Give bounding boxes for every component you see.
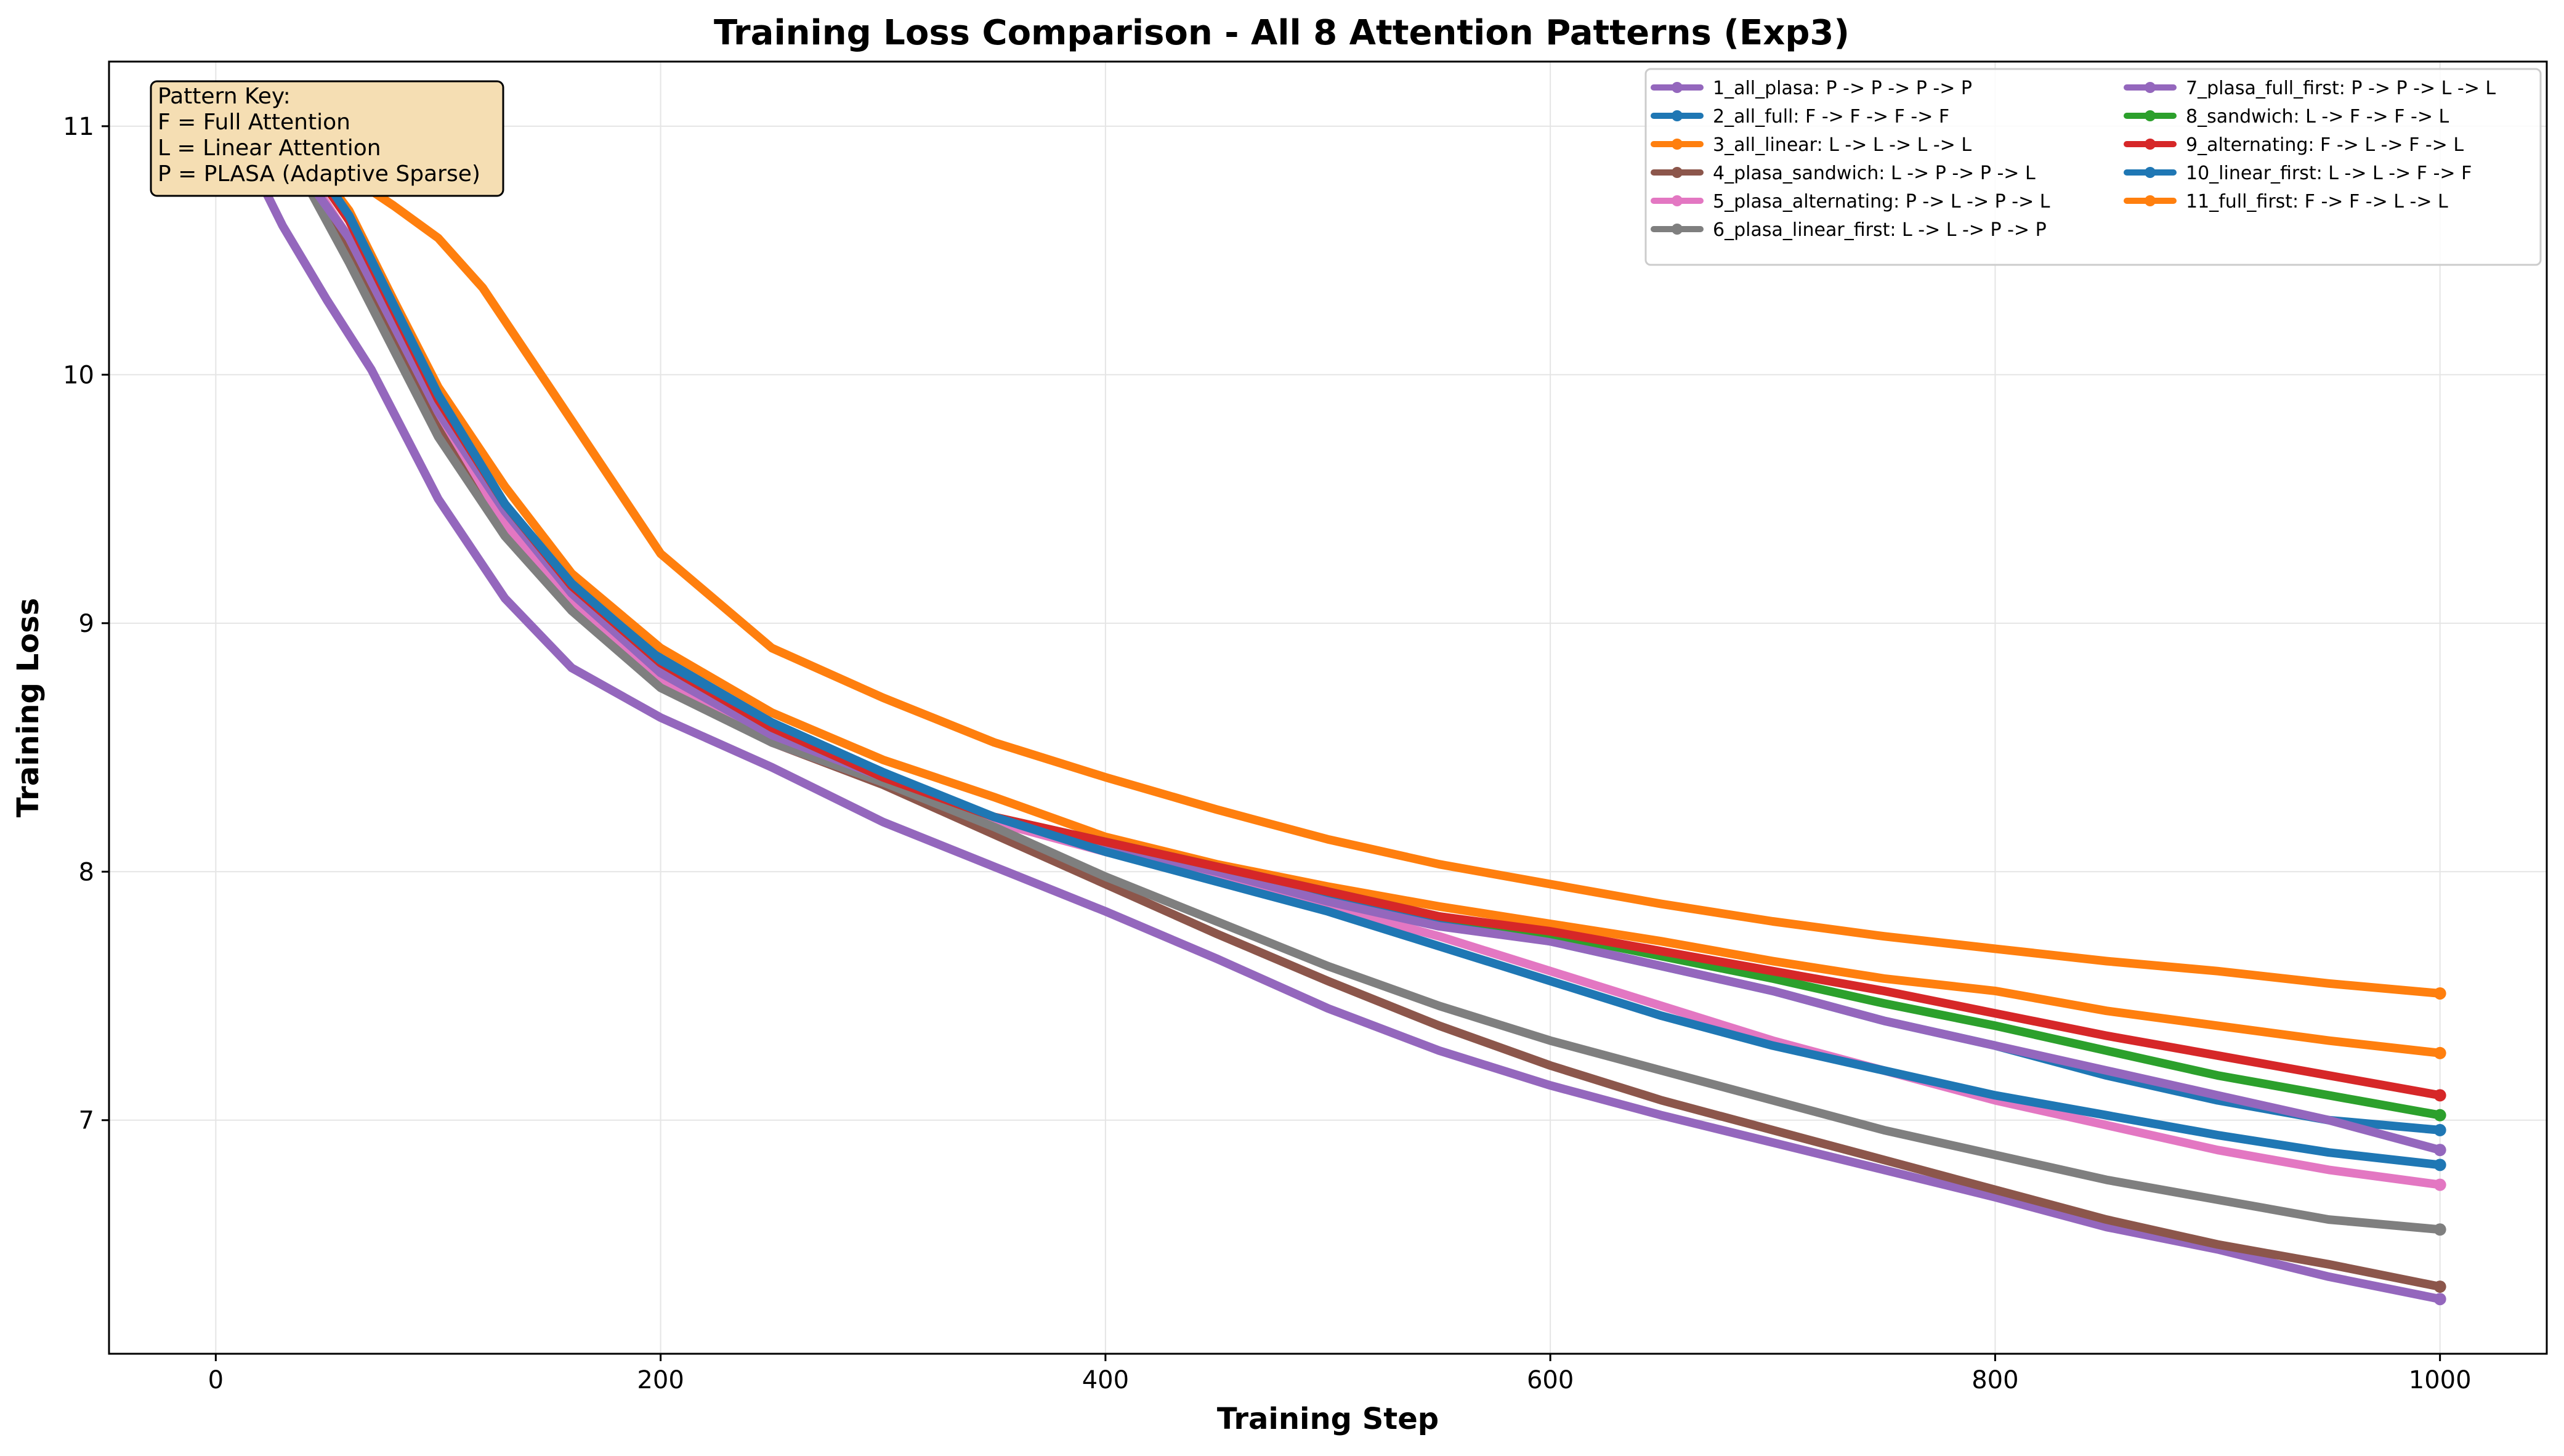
legend-swatch-marker: [2145, 110, 2156, 121]
pattern-key-plasa: P = PLASA (Adaptive Sparse): [158, 161, 480, 187]
x-tick-label: 200: [637, 1366, 684, 1394]
series-10: [256, 129, 2446, 1171]
series-7: [256, 129, 2446, 1157]
series-endpoint: [2433, 1223, 2446, 1236]
legend-item: 9_alternating: F -> L -> F -> L: [2124, 134, 2464, 156]
series-endpoint: [2433, 1280, 2446, 1293]
series-endpoint: [2433, 1178, 2446, 1191]
series-endpoint: [2433, 1123, 2446, 1136]
pattern-key-full: F = Full Attention: [158, 110, 350, 135]
y-axis-label: Training Loss: [11, 598, 46, 818]
legend-item: 2_all_full: F -> F -> F -> F: [1651, 106, 1949, 127]
y-tick-label: 9: [79, 610, 94, 638]
legend-swatch-marker: [1672, 82, 1683, 93]
legend-swatch-marker: [2145, 195, 2156, 206]
series-endpoint: [2433, 1144, 2446, 1157]
legend-swatch-marker: [2145, 139, 2156, 150]
pattern-key-background: [150, 80, 504, 197]
legend-swatch-marker: [1672, 110, 1683, 121]
plot-frame: [108, 60, 2548, 1355]
series-endpoint: [2433, 1109, 2446, 1122]
legend-item: 5_plasa_alternating: P -> L -> P -> L: [1651, 191, 2050, 212]
legend-label: 10_linear_first: L -> L -> F -> F: [2186, 163, 2472, 184]
x-tick-label: 400: [1082, 1366, 1129, 1394]
pattern-key-annotation: Pattern Key: F = Full Attention L = Line…: [150, 80, 504, 197]
legend-item: 7_plasa_full_first: P -> P -> L -> L: [2124, 78, 2496, 99]
legend-box: [1644, 68, 2542, 266]
legend-label: 5_plasa_alternating: P -> L -> P -> L: [1713, 191, 2050, 212]
series-11: [256, 129, 2446, 1000]
series-endpoint: [2433, 1089, 2446, 1102]
legend-label: 3_all_linear: L -> L -> L -> L: [1713, 134, 1972, 156]
legend-label: 2_all_full: F -> F -> F -> F: [1713, 106, 1949, 127]
y-tick-label: 10: [63, 361, 94, 389]
pattern-key-title: Pattern Key:: [158, 84, 291, 109]
legend-swatch-marker: [1672, 224, 1683, 235]
series-6: [256, 129, 2446, 1236]
chart-title: Training Loss Comparison - All 8 Attenti…: [714, 13, 1850, 53]
series-endpoint: [2433, 1293, 2446, 1306]
x-tick-label: 1000: [2409, 1366, 2472, 1394]
series-line: [256, 129, 2445, 1170]
legend-label: 11_full_first: F -> F -> L -> L: [2186, 191, 2448, 212]
legend-item: 3_all_linear: L -> L -> L -> L: [1651, 134, 1972, 156]
legend-label: 7_plasa_full_first: P -> P -> L -> L: [2186, 78, 2496, 99]
legend-swatch-marker: [1672, 195, 1683, 206]
series-endpoint: [2433, 1159, 2446, 1171]
x-tick-label: 0: [208, 1366, 224, 1394]
legend: 1_all_plasa: P -> P -> P -> P 2_all_full:…: [1644, 68, 2542, 266]
legend-item: 1_all_plasa: P -> P -> P -> P: [1651, 78, 1972, 99]
series-line: [256, 129, 2445, 1155]
series-endpoint: [2433, 987, 2446, 1000]
y-tick-label: 7: [79, 1107, 94, 1135]
x-tick-label: 600: [1527, 1366, 1574, 1394]
legend-item: 4_plasa_sandwich: L -> P -> P -> L: [1651, 163, 2036, 184]
series-1: [233, 132, 2446, 1306]
legend-item: 6_plasa_linear_first: L -> L -> P -> P: [1651, 219, 2047, 241]
legend-swatch-marker: [2145, 167, 2156, 178]
series-4: [256, 129, 2446, 1293]
legend-swatch-marker: [1672, 167, 1683, 178]
series-line: [256, 129, 2445, 1292]
x-axis-label: Training Step: [1217, 1402, 1439, 1436]
legend-label: 6_plasa_linear_first: L -> L -> P -> P: [1713, 219, 2047, 241]
legend-label: 1_all_plasa: P -> P -> P -> P: [1713, 78, 1972, 99]
axis-ticks: 0 200 400 600 800 1000 7 8 9 10 11: [63, 113, 2471, 1394]
x-tick-label: 800: [1972, 1366, 2018, 1394]
legend-item: 8_sandwich: L -> F -> F -> L: [2124, 106, 2449, 127]
legend-label: 4_plasa_sandwich: L -> P -> P -> L: [1713, 163, 2036, 184]
legend-label: 9_alternating: F -> L -> F -> L: [2186, 134, 2464, 156]
pattern-key-linear: L = Linear Attention: [158, 135, 381, 161]
series-endpoint: [2433, 1046, 2446, 1059]
legend-item: 10_linear_first: L -> L -> F -> F: [2124, 163, 2472, 184]
legend-label: 8_sandwich: L -> F -> F -> L: [2186, 106, 2449, 127]
legend-swatch-marker: [2145, 82, 2156, 93]
legend-swatch-marker: [1672, 139, 1683, 150]
series-line: [233, 132, 2445, 1304]
legend-item: 11_full_first: F -> F -> L -> L: [2124, 191, 2448, 212]
y-tick-label: 11: [63, 113, 94, 141]
plot-series: [233, 129, 2446, 1306]
series-line: [256, 129, 2445, 1234]
y-tick-label: 8: [79, 858, 94, 886]
series-line: [256, 129, 2445, 998]
